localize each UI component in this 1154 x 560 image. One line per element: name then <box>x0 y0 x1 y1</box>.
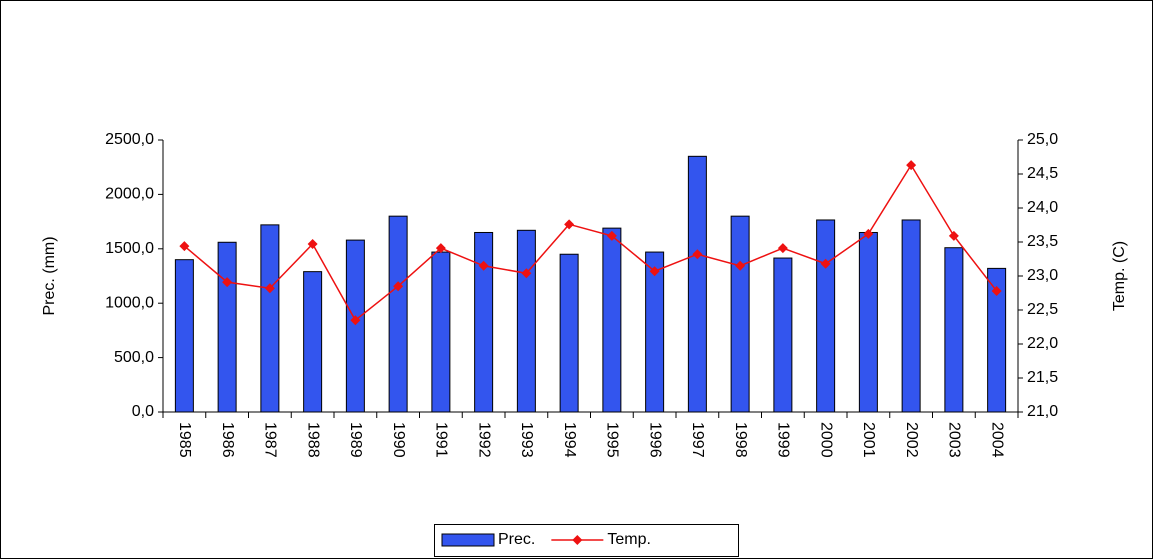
y-tick-label: 500,0 <box>114 349 154 366</box>
bar <box>730 215 750 413</box>
x-tick-label: 1999 <box>775 422 792 458</box>
y2-tick-label: 23,0 <box>1027 267 1058 284</box>
marker <box>350 315 361 326</box>
legend-label: Prec. <box>498 531 535 548</box>
y-tick-label: 1000,0 <box>105 294 154 311</box>
marker <box>649 266 660 277</box>
y2-tick-label: 21,5 <box>1027 369 1058 386</box>
legend-swatch <box>441 533 495 547</box>
x-tick-label: 1998 <box>732 422 749 458</box>
line <box>183 163 998 322</box>
x-tick-label: 2001 <box>860 422 877 458</box>
y2-tick-label: 22,5 <box>1027 301 1058 318</box>
marker <box>777 243 788 254</box>
marker <box>906 160 917 171</box>
marker <box>564 219 575 230</box>
bar <box>260 224 280 413</box>
x-tick-label: 1987 <box>262 422 279 458</box>
x-tick-label: 2002 <box>903 422 920 458</box>
x-tick-label: 1989 <box>347 422 364 458</box>
bar <box>858 231 878 413</box>
x-tick-label: 1994 <box>561 422 578 458</box>
y2-tick-label: 22,0 <box>1027 335 1058 352</box>
marker <box>393 281 404 292</box>
bar <box>559 253 579 413</box>
y2-tick-label: 21,0 <box>1027 403 1058 420</box>
marker <box>692 249 703 260</box>
y2-tick-label: 23,5 <box>1027 233 1058 250</box>
marker <box>264 283 275 294</box>
y-tick-label: 2500,0 <box>105 131 154 148</box>
bar <box>687 155 707 413</box>
y2-tick-label: 24,5 <box>1027 165 1058 182</box>
marker <box>606 230 617 241</box>
bar <box>602 227 622 413</box>
marker <box>948 230 959 241</box>
x-tick-label: 1992 <box>475 422 492 458</box>
bar <box>773 257 793 413</box>
y2-axis-title: Temp. (C) <box>1111 241 1128 311</box>
x-tick-label: 1996 <box>646 422 663 458</box>
x-tick-label: 1985 <box>176 422 193 458</box>
marker <box>222 277 233 288</box>
legend-label: Temp. <box>607 531 651 548</box>
x-tick-label: 2004 <box>988 422 1005 458</box>
y2-tick-label: 24,0 <box>1027 199 1058 216</box>
bar <box>901 219 921 413</box>
marker <box>991 285 1002 296</box>
marker <box>307 239 318 250</box>
bar <box>217 241 237 413</box>
x-tick-label: 1995 <box>604 422 621 458</box>
x-tick-label: 2000 <box>817 422 834 458</box>
marker <box>435 243 446 254</box>
bar <box>516 229 536 413</box>
legend-marker <box>572 535 583 545</box>
x-tick-label: 1991 <box>433 422 450 458</box>
marker <box>735 260 746 271</box>
bar <box>303 271 323 413</box>
x-tick-label: 1993 <box>518 422 535 458</box>
marker <box>521 268 532 279</box>
x-tick-label: 1986 <box>219 422 236 458</box>
y-tick-label: 0,0 <box>132 403 154 420</box>
y-tick-label: 2000,0 <box>105 186 154 203</box>
x-tick-label: 2003 <box>946 422 963 458</box>
bar <box>944 247 964 413</box>
x-tick-label: 1997 <box>689 422 706 458</box>
bar <box>474 231 494 413</box>
marker <box>863 228 874 239</box>
marker <box>820 258 831 269</box>
x-tick-label: 1988 <box>304 422 321 458</box>
marker <box>478 260 489 271</box>
y-tick-label: 1500,0 <box>105 240 154 257</box>
bar <box>174 259 194 413</box>
y2-tick-label: 25,0 <box>1027 131 1058 148</box>
bar <box>816 219 836 413</box>
bar <box>388 215 408 413</box>
y-axis-title: Prec. (mm) <box>41 236 58 315</box>
bar <box>431 251 451 413</box>
marker <box>179 241 190 252</box>
bar <box>345 239 365 413</box>
x-tick-label: 1990 <box>390 422 407 458</box>
